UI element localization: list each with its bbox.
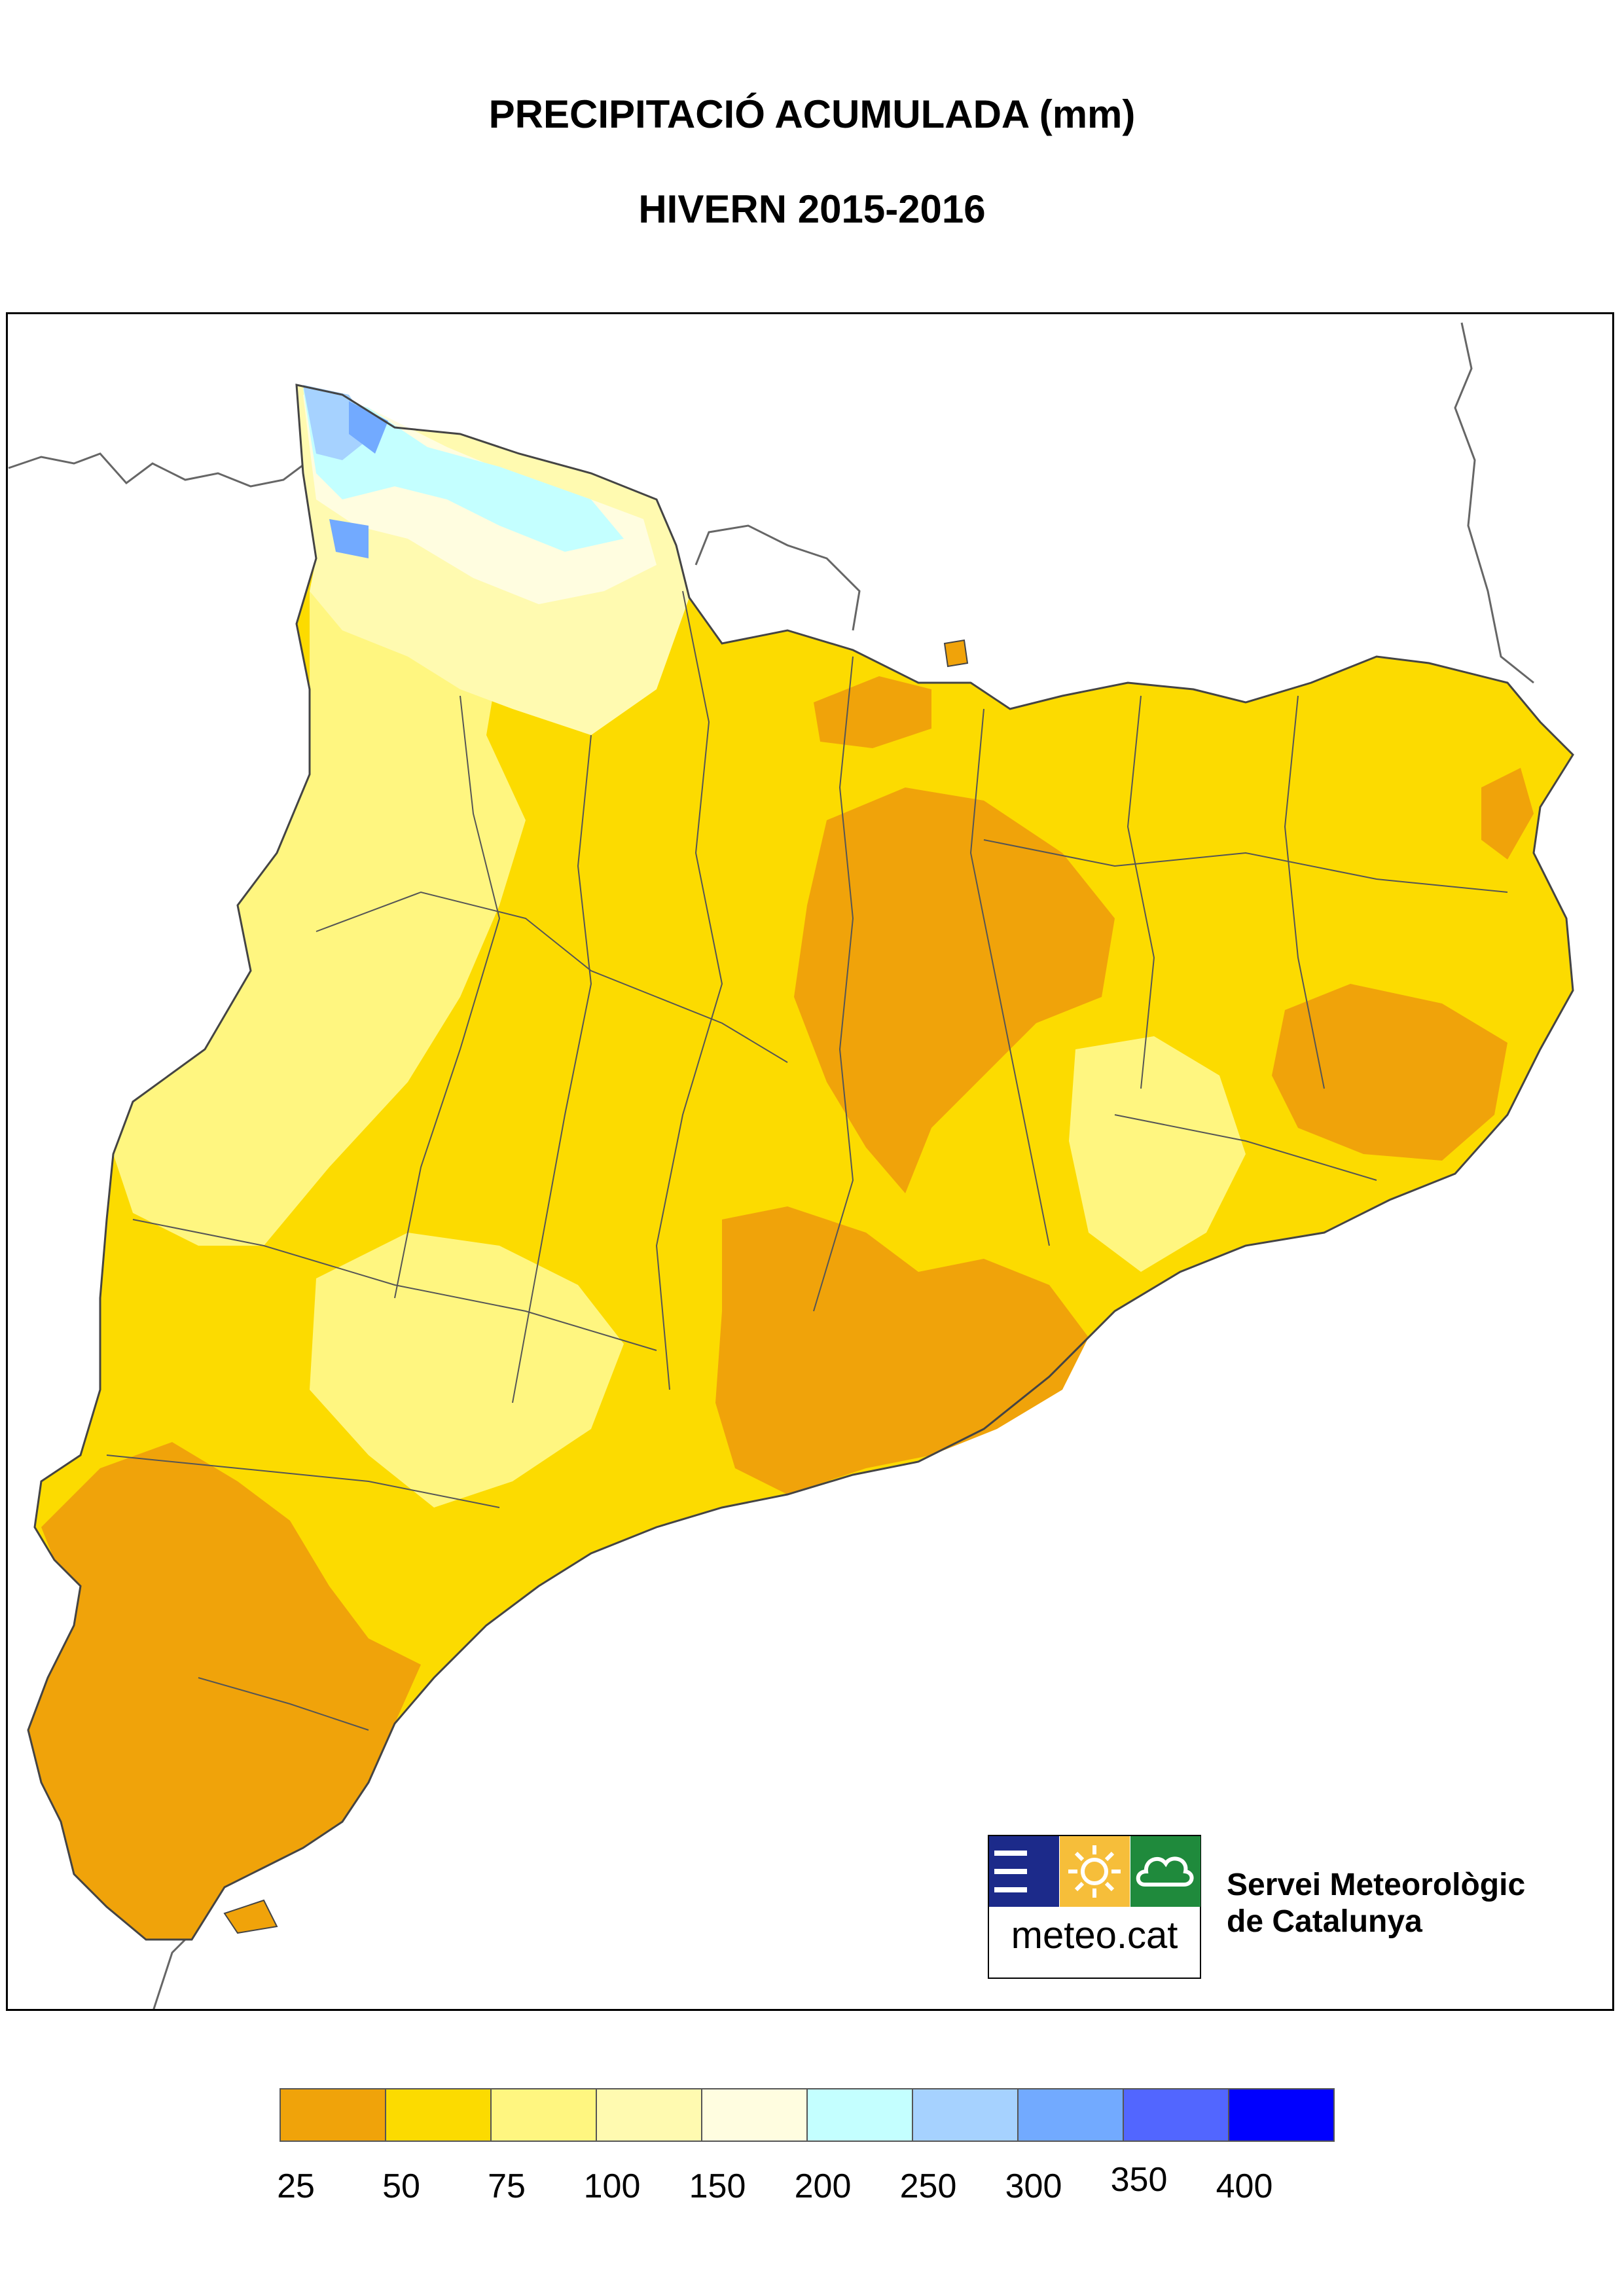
legend-label: 75 xyxy=(488,2167,526,2205)
organization-line-1: Servei Meteorològic xyxy=(1227,1868,1526,1902)
region-precip-25-50-east xyxy=(1272,984,1507,1161)
legend-label: 350 xyxy=(1110,2161,1168,2199)
region-precip-75-100-east xyxy=(1069,1036,1246,1272)
legend-label: 200 xyxy=(794,2167,852,2205)
legend-swatch xyxy=(385,2088,492,2142)
border-line-west xyxy=(8,452,310,488)
legend-label: 100 xyxy=(583,2167,641,2205)
comarca-borders xyxy=(106,590,1508,1731)
region-precip-300-350 xyxy=(349,401,388,454)
organization-line-2: de Catalunya xyxy=(1227,1904,1422,1939)
delta-islet xyxy=(223,1899,278,1934)
region-precip-25-50-south xyxy=(28,1442,421,1940)
legend-label: 250 xyxy=(899,2167,957,2205)
legend-swatch xyxy=(701,2088,808,2142)
region-precip-75-100-central xyxy=(310,1233,624,1508)
catalonia-map xyxy=(8,322,1574,2009)
legend-swatch xyxy=(596,2088,702,2142)
region-precip-300-350-b xyxy=(329,519,369,558)
region-precip-75-100-west xyxy=(113,571,526,1246)
legend-swatch xyxy=(280,2088,386,2142)
legend-label: 25 xyxy=(277,2167,315,2205)
legend-swatch xyxy=(1017,2088,1124,2142)
catalonia-outline xyxy=(27,384,1574,1941)
border-line-east xyxy=(1454,322,1534,684)
legend-swatch xyxy=(1228,2088,1335,2142)
legend-color-bar xyxy=(280,2088,1335,2142)
cap-creus-islet xyxy=(943,639,969,668)
legend-swatch xyxy=(806,2088,913,2142)
legend-swatch xyxy=(912,2088,1019,2142)
organization-name: Servei Meteorològic de Catalunya xyxy=(1227,1867,1525,1940)
region-precip-25-50-north xyxy=(814,676,931,748)
legend-label: 50 xyxy=(382,2167,420,2205)
legend-swatch xyxy=(490,2088,597,2142)
legend-label: 400 xyxy=(1216,2167,1273,2205)
map-frame xyxy=(6,312,1614,2011)
border-line-andorra-france xyxy=(695,524,861,631)
legend-swatch xyxy=(1123,2088,1229,2142)
map-subtitle: HIVERN 2015-2016 xyxy=(638,187,986,231)
region-precip-25-50-coast xyxy=(715,1206,1089,1494)
cloud-icon xyxy=(1130,1836,1200,1907)
region-precip-25-50-central xyxy=(794,787,1115,1193)
map-title: PRECIPITACIÓ ACUMULADA (mm) xyxy=(488,92,1136,136)
sun-icon xyxy=(1060,1836,1130,1907)
meteocat-logo: meteo.cat xyxy=(988,1835,1201,1979)
logo-text: meteo.cat xyxy=(1011,1914,1178,1957)
region-precip-25-50-ne xyxy=(1481,768,1534,859)
waves-icon xyxy=(989,1836,1059,1907)
region-precip-250-300 xyxy=(303,385,375,460)
legend-label: 300 xyxy=(1005,2167,1062,2205)
legend-label: 150 xyxy=(689,2167,746,2205)
